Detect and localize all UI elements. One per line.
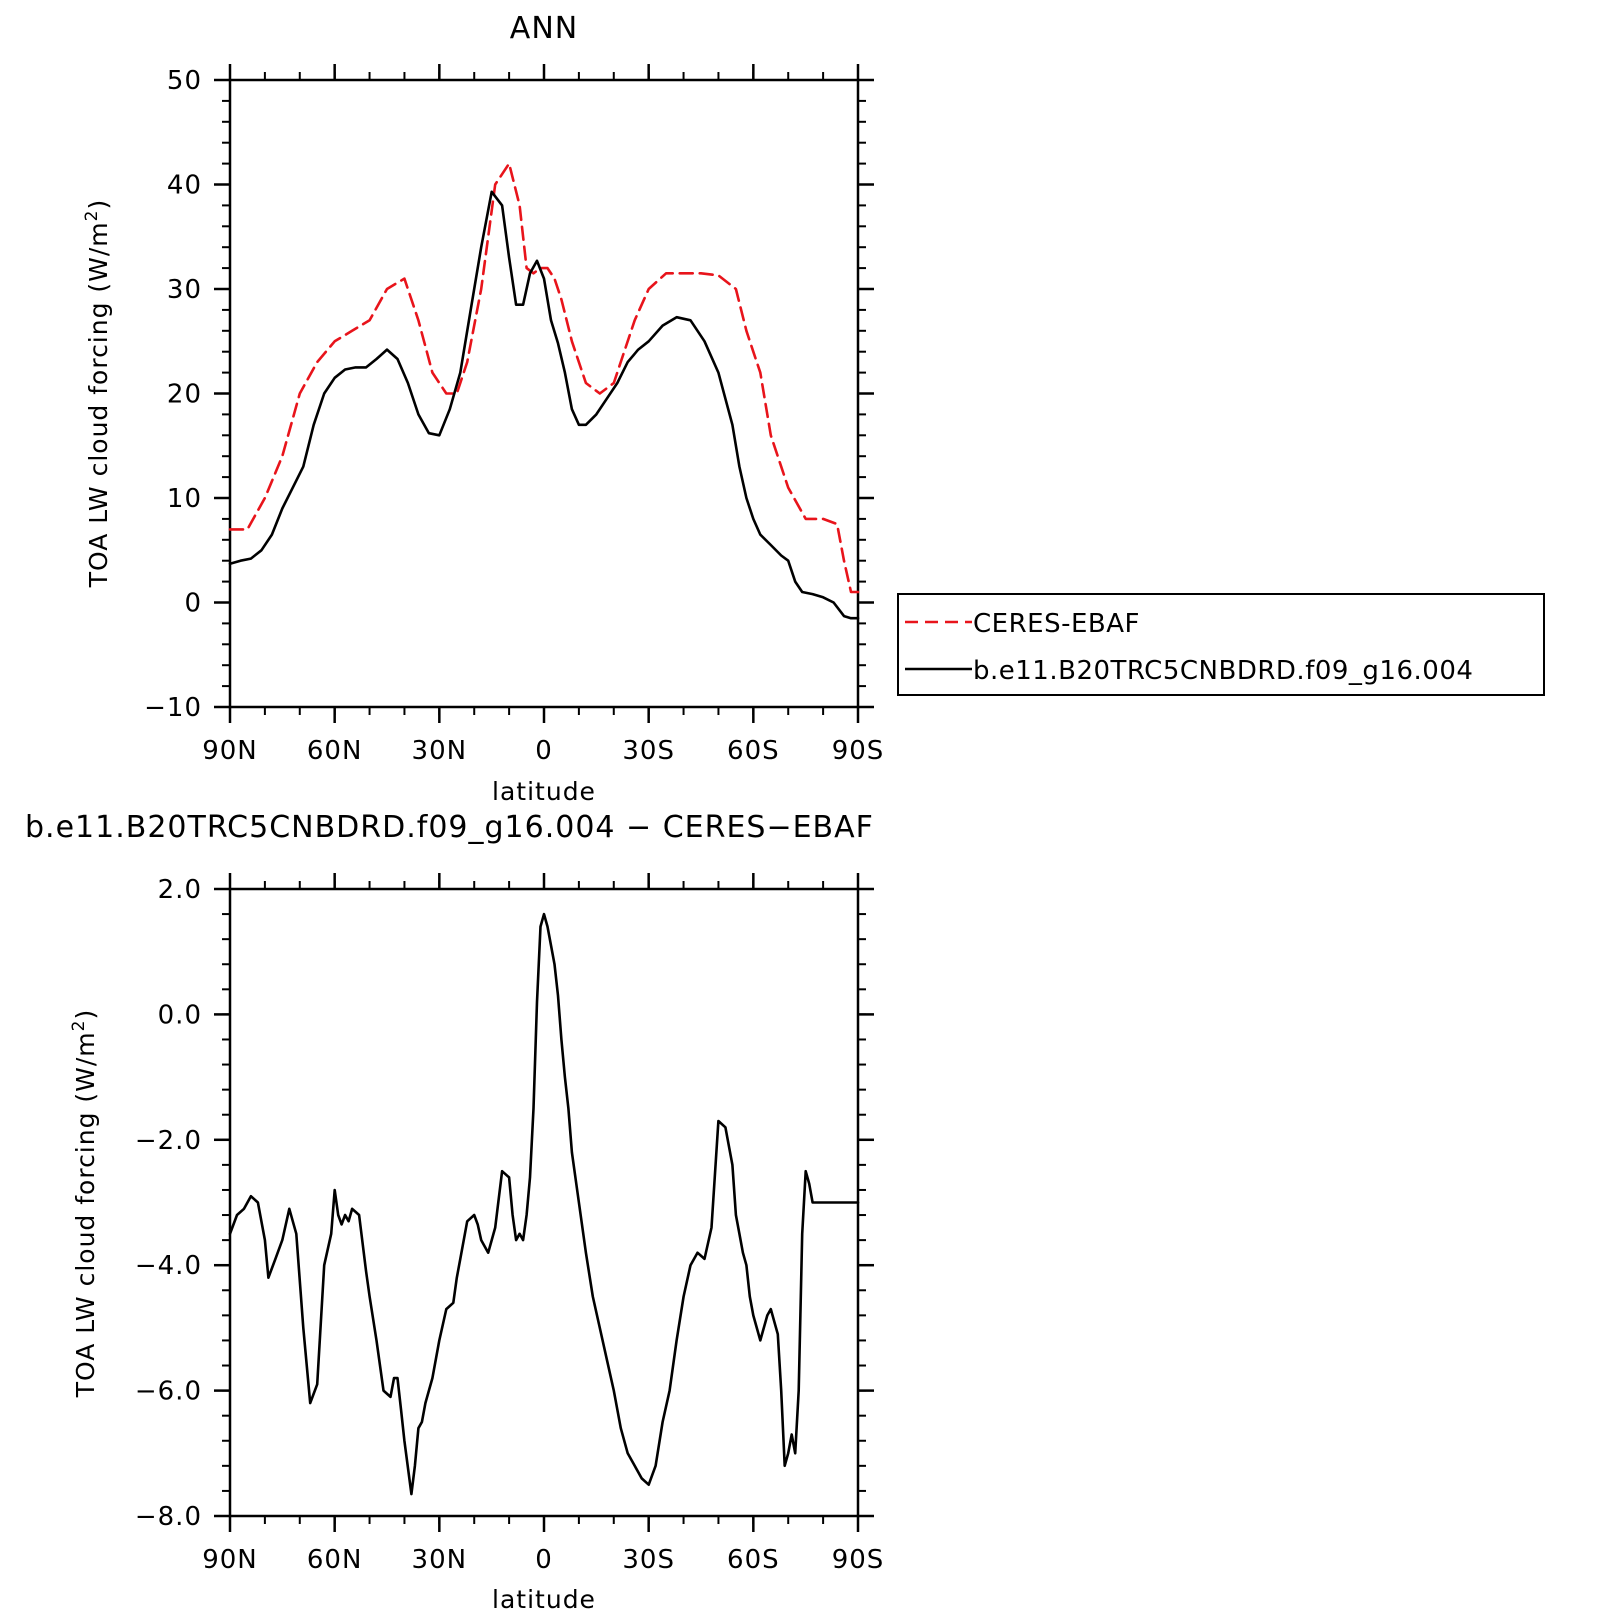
legend: CERES-EBAF b.e11.B20TRC5CNBDRD.f09_g16.00… bbox=[897, 593, 1545, 696]
x-axis-title: latitude bbox=[492, 777, 596, 806]
chart-title: b.e11.B20TRC5CNBDRD.f09_g16.004 − CERES−… bbox=[25, 810, 874, 845]
y-tick-label: −10 bbox=[144, 693, 202, 723]
series-line-b-e11-b20trc5cnbdrd-f09-g16-004 bbox=[228, 190, 860, 620]
chart-panel-2: b.e11.B20TRC5CNBDRD.f09_g16.004 − CERES−… bbox=[25, 810, 885, 1613]
y-tick-label: 40 bbox=[167, 171, 202, 201]
series-line-ceres-ebaf bbox=[228, 162, 860, 594]
x-tick-label: 30N bbox=[412, 1545, 468, 1575]
x-tick-label: 0 bbox=[535, 736, 553, 766]
y-axis-title-end: ) bbox=[71, 1009, 100, 1020]
legend-box bbox=[897, 593, 1545, 696]
y-tick-label: 30 bbox=[167, 275, 202, 305]
x-tick-label: 60S bbox=[727, 1545, 780, 1575]
y-tick-label: 10 bbox=[167, 484, 202, 514]
x-axis-title: latitude bbox=[492, 1585, 596, 1613]
x-tick-label: 90S bbox=[832, 1545, 885, 1575]
y-axis-title-end: ) bbox=[84, 199, 113, 210]
y-tick-label: 0 bbox=[184, 589, 202, 619]
y-axis-title: TOA LW cloud forcing (W/m2) bbox=[69, 1009, 100, 1399]
y-tick-label: 50 bbox=[167, 66, 202, 96]
plot-frame bbox=[228, 887, 860, 1518]
legend-label: b.e11.B20TRC5CNBDRD.f09_g16.004 bbox=[973, 656, 1473, 686]
x-tick-label: 90N bbox=[202, 736, 258, 766]
chart-title: ANN bbox=[510, 11, 578, 46]
y-axis-title-superscript: 2 bbox=[82, 210, 102, 222]
y-tick-label: −4.0 bbox=[135, 1251, 202, 1281]
y-tick-label: 0.0 bbox=[158, 1000, 202, 1030]
y-tick-label: 2.0 bbox=[158, 875, 202, 905]
series-line-difference bbox=[228, 912, 860, 1496]
x-tick-label: 60S bbox=[727, 736, 780, 766]
y-axis-title-superscript: 2 bbox=[69, 1020, 89, 1032]
y-tick-label: −8.0 bbox=[135, 1502, 202, 1532]
x-tick-label: 30N bbox=[412, 736, 468, 766]
x-tick-label: 30S bbox=[622, 1545, 675, 1575]
x-tick-label: 60N bbox=[307, 736, 363, 766]
x-tick-label: 90S bbox=[832, 736, 885, 766]
legend-label: CERES-EBAF bbox=[973, 609, 1140, 639]
chart-panel-1: ANN 90N 60N 30N 0 30S 60S 90S 50 40 30 20 10 0 −10 lati… bbox=[82, 11, 1545, 806]
x-tick-label: 30S bbox=[622, 736, 675, 766]
y-axis-title: TOA LW cloud forcing (W/m2) bbox=[82, 199, 113, 589]
y-tick-label: −2.0 bbox=[135, 1126, 202, 1156]
y-tick-label: 20 bbox=[167, 380, 202, 410]
x-tick-label: 0 bbox=[535, 1545, 553, 1575]
x-tick-label: 90N bbox=[202, 1545, 258, 1575]
y-tick-label: −6.0 bbox=[135, 1377, 202, 1407]
x-tick-label: 60N bbox=[307, 1545, 363, 1575]
y-axis-title-base: TOA LW cloud forcing (W/m bbox=[84, 221, 113, 588]
y-axis-title-base: TOA LW cloud forcing (W/m bbox=[71, 1031, 100, 1398]
